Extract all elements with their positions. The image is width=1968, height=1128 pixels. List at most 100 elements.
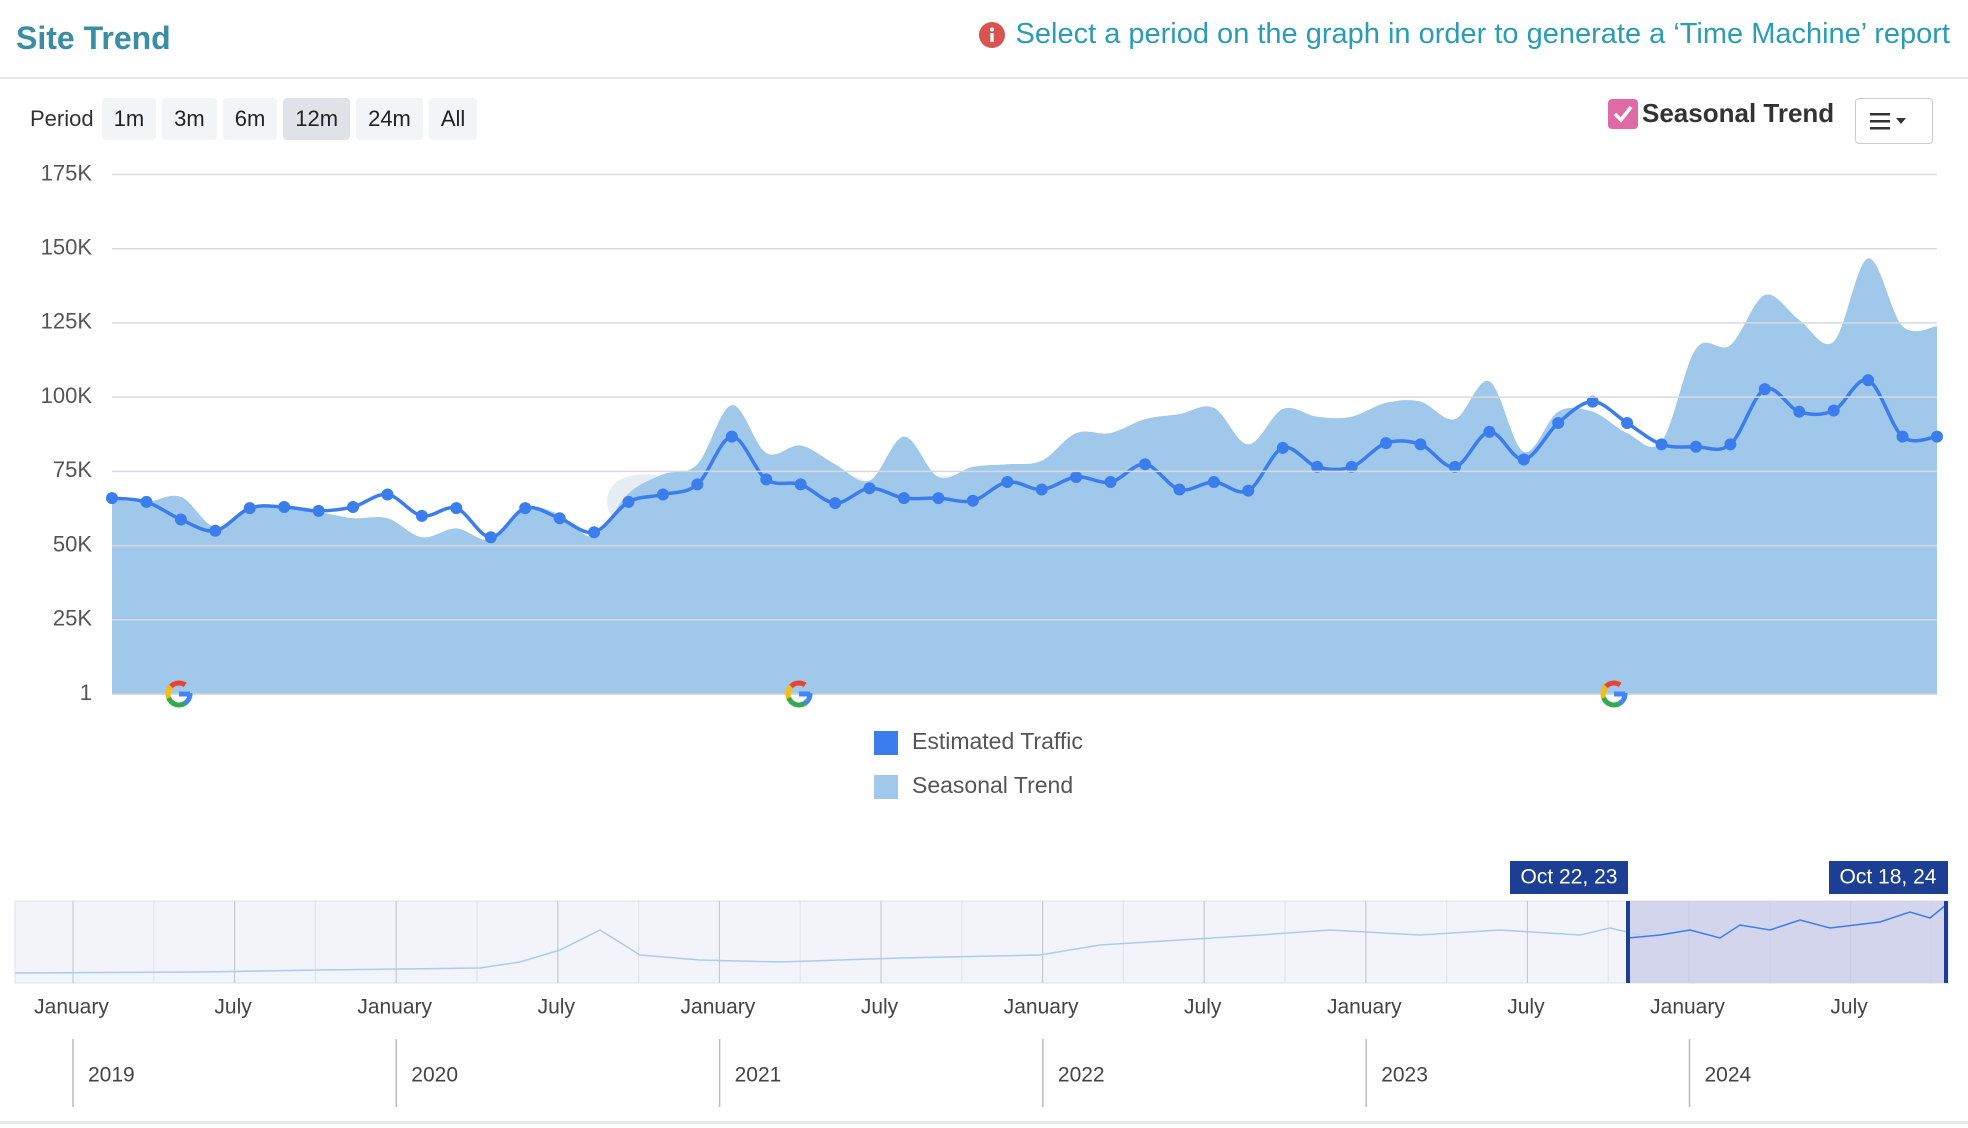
traffic-point (1758, 383, 1771, 396)
chart-menu-button[interactable] (1855, 98, 1933, 144)
navigator-selected-line (1627, 904, 1947, 939)
navigator-year-label: 2021 (735, 1064, 782, 1087)
navigator-month-label: July (1184, 996, 1222, 1019)
navigator-month-label: July (1830, 996, 1868, 1019)
navigator-handle[interactable] (1944, 901, 1948, 983)
navigator-line (14, 927, 1641, 974)
traffic-point (725, 430, 738, 443)
traffic-point (1448, 460, 1461, 473)
traffic-point (1311, 460, 1324, 473)
legend-swatch (874, 775, 898, 799)
traffic-point (1621, 416, 1634, 429)
traffic-point (1207, 476, 1220, 489)
y-tick-label: 25K (53, 606, 92, 631)
header-message-wrap: Select a period on the graph in order to… (978, 18, 1950, 51)
range-end-label: Oct 18, 24 (1840, 866, 1937, 889)
seasonal-toggle[interactable]: Seasonal Trend (1608, 98, 1834, 129)
traffic-point (932, 492, 945, 505)
seasonal-toggle-label: Seasonal Trend (1642, 98, 1835, 128)
legend-swatch (874, 731, 898, 755)
navigator-selection[interactable] (1628, 901, 1948, 983)
check-mark (1613, 105, 1633, 123)
navigator-year-label: 2019 (88, 1064, 135, 1087)
y-tick-label: 175K (41, 160, 93, 185)
traffic-point (760, 473, 773, 486)
navigator-handle[interactable] (1626, 901, 1630, 983)
traffic-point (106, 492, 118, 505)
traffic-point (656, 488, 669, 501)
traffic-point (829, 497, 842, 510)
y-tick-label: 150K (41, 235, 93, 260)
y-tick-label: 125K (41, 309, 93, 334)
seasonal-checkbox[interactable] (1608, 98, 1638, 129)
traffic-point (553, 512, 566, 525)
header-message: Select a period on the graph in order to… (1015, 18, 1950, 50)
traffic-point (1517, 453, 1530, 466)
google-icon (1600, 680, 1628, 708)
traffic-point (484, 531, 497, 544)
traffic-point (966, 494, 979, 507)
traffic-point (1139, 458, 1152, 471)
traffic-point (1552, 416, 1565, 429)
period-button[interactable]: 3m (162, 98, 217, 140)
navigator-month-label: July (1507, 996, 1545, 1019)
traffic-point (312, 504, 325, 517)
y-tick-label: 75K (53, 457, 92, 482)
traffic-point (1793, 405, 1806, 418)
traffic-point (1724, 438, 1737, 451)
traffic-point (1689, 440, 1702, 453)
period-button[interactable]: 1m (101, 98, 157, 140)
traffic-point (450, 502, 463, 515)
navigator-month-label: January (1650, 996, 1725, 1019)
navigator-month-label: January (34, 996, 109, 1019)
traffic-point (1035, 483, 1048, 496)
range-start-label: Oct 22, 23 (1521, 866, 1618, 889)
navigator-month-label: January (1327, 996, 1402, 1019)
traffic-point (794, 478, 807, 491)
traffic-point (278, 500, 291, 513)
traffic-point (209, 524, 222, 537)
traffic-point (1655, 438, 1668, 451)
period-button[interactable]: All (428, 98, 478, 140)
navigator-month-label: January (681, 996, 756, 1019)
traffic-point (863, 482, 876, 495)
traffic-point (1483, 425, 1496, 438)
navigator-year-label: 2022 (1058, 1064, 1105, 1087)
google-icon (165, 680, 193, 708)
y-tick-label: 100K (41, 383, 93, 408)
y-tick-label: 50K (53, 531, 92, 556)
traffic-point (140, 495, 153, 508)
traffic-point (519, 502, 532, 515)
y-tick-label: 1 (80, 680, 92, 705)
range-end-box (1829, 861, 1948, 894)
traffic-point (1414, 438, 1427, 451)
traffic-point (897, 492, 910, 505)
traffic-point (1104, 476, 1117, 489)
traffic-point (622, 495, 635, 508)
period-label: Period (30, 106, 94, 131)
navigator-month-label: July (538, 996, 576, 1019)
legend-label: Estimated Traffic (912, 728, 1083, 754)
traffic-point (1276, 441, 1289, 454)
period-toolbar: Period 1m 3m 6m 12m 24m All (30, 98, 478, 140)
legend-label: Seasonal Trend (912, 772, 1073, 798)
navigator-year-label: 2023 (1381, 1064, 1428, 1087)
google-update-icons (165, 680, 1628, 708)
traffic-point (381, 488, 394, 501)
period-button[interactable]: 24m (356, 98, 423, 140)
google-icon (785, 680, 813, 708)
navigator-month-label: July (861, 996, 899, 1019)
period-button[interactable]: 6m (222, 98, 278, 140)
traffic-point (1862, 374, 1875, 387)
period-button[interactable]: 12m (283, 98, 351, 140)
traffic-point (1931, 430, 1943, 443)
navigator-month-label: January (1004, 996, 1079, 1019)
traffic-point (1896, 430, 1909, 443)
navigator-year-label: 2024 (1705, 1064, 1752, 1087)
traffic-point (347, 500, 360, 513)
traffic-point (415, 509, 428, 522)
traffic-point (1586, 395, 1599, 408)
traffic-point (243, 502, 256, 515)
